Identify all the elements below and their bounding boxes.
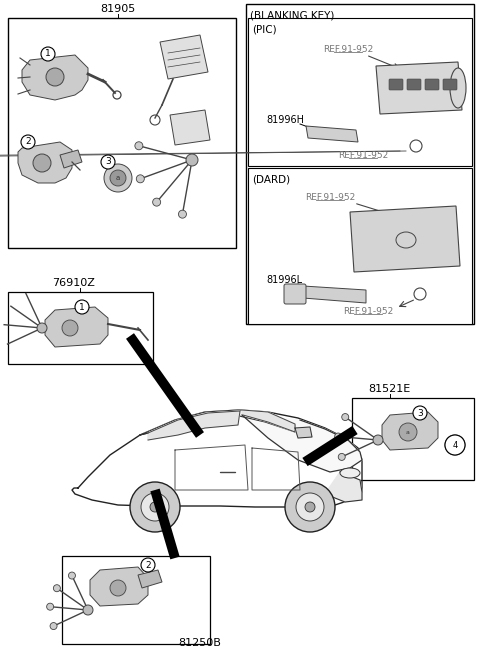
Circle shape [130,482,180,532]
Ellipse shape [450,68,466,108]
Circle shape [335,433,342,440]
Circle shape [413,406,427,420]
Ellipse shape [340,468,360,478]
FancyBboxPatch shape [8,292,153,364]
Circle shape [50,623,57,629]
FancyBboxPatch shape [62,556,210,644]
Circle shape [47,603,54,610]
Circle shape [110,580,126,596]
Text: a: a [406,430,410,434]
Polygon shape [325,472,362,502]
Circle shape [449,439,461,451]
Circle shape [53,585,60,592]
Circle shape [342,413,349,420]
FancyBboxPatch shape [352,398,474,480]
Text: 81250B: 81250B [178,638,221,648]
FancyBboxPatch shape [389,79,403,90]
Circle shape [75,300,89,314]
Text: 81521E: 81521E [368,384,410,394]
FancyBboxPatch shape [246,4,474,324]
Text: REF.91-952: REF.91-952 [323,45,373,55]
Circle shape [399,423,417,441]
Text: 1: 1 [79,302,85,311]
Circle shape [110,170,126,186]
Circle shape [445,435,465,455]
Polygon shape [350,206,460,272]
Polygon shape [160,35,208,79]
Circle shape [305,502,315,512]
Circle shape [69,572,75,579]
Circle shape [153,198,161,206]
Circle shape [41,47,55,61]
Polygon shape [303,286,366,303]
Circle shape [37,323,47,333]
Text: 3: 3 [417,409,423,417]
Text: 1: 1 [45,49,51,58]
Polygon shape [148,411,240,440]
Polygon shape [376,62,462,114]
Circle shape [46,68,64,86]
Text: a: a [116,175,120,181]
Circle shape [136,175,144,183]
Circle shape [373,435,383,445]
FancyBboxPatch shape [443,79,457,90]
Text: (DARD): (DARD) [252,175,290,185]
Text: 81905: 81905 [100,4,136,14]
Circle shape [150,502,160,512]
Text: (PIC): (PIC) [252,25,276,35]
Circle shape [296,493,324,521]
Circle shape [186,154,198,166]
Polygon shape [45,307,108,347]
Polygon shape [72,410,362,507]
Text: 81996L: 81996L [266,275,302,285]
Polygon shape [306,126,358,142]
Text: 4: 4 [452,440,457,449]
FancyBboxPatch shape [284,284,306,304]
Text: REF.91-952: REF.91-952 [343,307,393,317]
Polygon shape [295,427,312,438]
Circle shape [33,154,51,172]
Text: REF.91-952: REF.91-952 [305,194,355,202]
FancyBboxPatch shape [8,18,236,248]
FancyBboxPatch shape [407,79,421,90]
Text: 81996H: 81996H [266,115,304,125]
Polygon shape [140,410,295,435]
Polygon shape [242,410,295,432]
Polygon shape [242,415,362,472]
Circle shape [141,558,155,572]
Text: 3: 3 [105,158,111,166]
Circle shape [135,142,143,150]
Polygon shape [22,55,88,100]
FancyBboxPatch shape [248,18,472,166]
Polygon shape [90,567,148,606]
Circle shape [445,435,465,455]
Circle shape [285,482,335,532]
Polygon shape [60,150,82,168]
FancyBboxPatch shape [425,79,439,90]
Circle shape [83,605,93,615]
Circle shape [101,155,115,169]
Circle shape [62,320,78,336]
Text: 2: 2 [145,560,151,570]
Text: REF.91-952: REF.91-952 [338,152,388,160]
Circle shape [104,164,132,192]
Text: 2: 2 [25,137,31,147]
Polygon shape [138,570,162,588]
FancyBboxPatch shape [248,168,472,324]
Circle shape [338,453,345,461]
Circle shape [141,493,169,521]
Polygon shape [382,412,438,450]
Circle shape [179,210,186,218]
Circle shape [21,135,35,149]
Text: (BLANKING KEY): (BLANKING KEY) [250,11,335,21]
Polygon shape [170,110,210,145]
Text: 76910Z: 76910Z [52,278,95,288]
Polygon shape [18,142,72,183]
